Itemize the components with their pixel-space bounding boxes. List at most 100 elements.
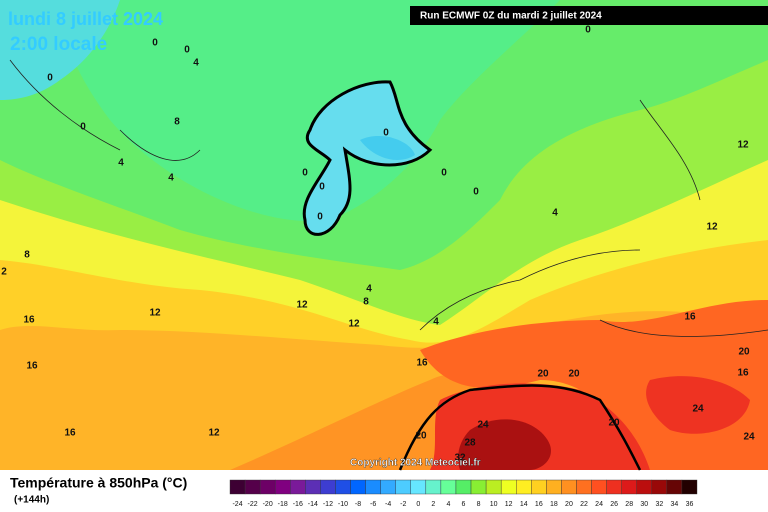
colorbar-swatch (500, 479, 517, 495)
colorbar-swatch (425, 479, 442, 495)
colorbar-label: 14 (520, 501, 528, 508)
colorbar-swatch (410, 479, 427, 495)
colorbar-swatch (681, 479, 698, 495)
contour-label: 0 (80, 122, 86, 133)
contour-label: 2 (1, 267, 7, 278)
colorbar-label: 30 (640, 501, 648, 508)
colorbar-swatch (531, 479, 547, 495)
colorbar-label: 28 (625, 501, 633, 508)
colorbar-swatch (395, 479, 411, 495)
colorbar-label: 20 (565, 501, 573, 508)
colorbar-swatch (666, 479, 683, 495)
colorbar-label: 36 (686, 501, 694, 508)
legend-title: Température à 850hPa (°C) (10, 475, 187, 491)
contour-label: 20 (738, 347, 750, 358)
contour-label: 12 (348, 319, 360, 330)
colorbar-swatch (455, 479, 472, 495)
colorbar-label: 12 (505, 501, 513, 508)
colorbar-label: -18 (278, 501, 288, 508)
contour-label: 4 (366, 284, 372, 295)
colorbar-label: -14 (308, 501, 318, 508)
colorbar-swatch (606, 479, 622, 495)
contour-label: 16 (684, 312, 696, 323)
contour-label: 24 (477, 420, 489, 431)
colorbar-label: -6 (370, 501, 376, 508)
contour-label: 4 (433, 317, 439, 328)
colorbar-label: -10 (338, 501, 348, 508)
contour-label: 8 (363, 297, 369, 308)
contour-label: 0 (473, 187, 479, 198)
run-text: Run ECMWF 0Z du mardi 2 juillet 2024 (420, 11, 602, 22)
colorbar-label: -24 (232, 501, 242, 508)
contour-label: 0 (319, 182, 325, 193)
contour-label: 0 (152, 38, 158, 49)
colorbar-swatch (335, 479, 351, 495)
copyright: Copyright 2024 Meteociel.fr (350, 458, 481, 469)
colorbar-swatch (636, 479, 653, 495)
colorbar-swatch (561, 479, 577, 495)
colorbar-swatch (651, 479, 668, 495)
contour-label: 24 (692, 404, 704, 415)
colorbar-swatch (440, 479, 457, 495)
contour-label: 32 (454, 453, 466, 464)
contour-label: 20 (568, 369, 580, 380)
colorbar-swatch (229, 479, 246, 495)
colorbar-label: 16 (535, 501, 543, 508)
colorbar-label: -4 (385, 501, 391, 508)
contour-label: 0 (47, 73, 53, 84)
colorbar-swatch (470, 479, 487, 495)
contour-label: 0 (585, 25, 591, 36)
contour-label: 12 (149, 308, 161, 319)
colorbar-label: 6 (462, 501, 466, 508)
contour-label: 8 (24, 250, 30, 261)
colorbar-label: 8 (477, 501, 481, 508)
map-field (0, 0, 768, 471)
colorbar-label: -16 (293, 501, 303, 508)
contour-label: 0 (317, 212, 323, 223)
legend-lead: (+144h) (14, 495, 49, 506)
contour-label: 16 (26, 361, 38, 372)
colorbar-label: 0 (416, 501, 420, 508)
contour-label: 16 (64, 428, 76, 439)
contour-label: 4 (552, 208, 558, 219)
colorbar-swatch (546, 479, 562, 495)
contour-label: 20 (537, 369, 549, 380)
contour-label: 28 (464, 438, 476, 449)
colorbar-swatch (244, 479, 261, 495)
contour-label: 0 (441, 168, 447, 179)
colorbar-label: 26 (610, 501, 618, 508)
colorbar-label: 2 (431, 501, 435, 508)
contour-label: 4 (193, 58, 199, 69)
contour-label: 0 (184, 45, 190, 56)
colorbar-label: 22 (580, 501, 588, 508)
colorbar-label: 34 (671, 501, 679, 508)
contour-label: 12 (208, 428, 220, 439)
time-title: 2:00 locale (10, 34, 107, 55)
contour-label: 12 (296, 300, 308, 311)
run-banner (410, 6, 768, 25)
contour-label: 4 (118, 158, 124, 169)
colorbar-label: -8 (355, 501, 361, 508)
colorbar-swatch (350, 479, 366, 495)
contour-label: 16 (23, 315, 35, 326)
contour-label: 0 (383, 128, 389, 139)
colorbar-label: 24 (595, 501, 603, 508)
colorbar-swatch (485, 479, 502, 495)
contour-label: 12 (737, 140, 749, 151)
colorbar-swatch (576, 479, 592, 495)
colorbar-label: -2 (400, 501, 406, 508)
contour-label: 12 (706, 222, 718, 233)
colorbar-label: 10 (490, 501, 498, 508)
colorbar-swatch (274, 479, 291, 495)
colorbar-label: -22 (248, 501, 258, 508)
contour-label: 4 (168, 173, 174, 184)
colorbar-swatch (305, 479, 321, 495)
colorbar-label: -12 (323, 501, 333, 508)
colorbar-label: 32 (655, 501, 663, 508)
contour-label: 8 (174, 117, 180, 128)
contour-label: 16 (737, 368, 749, 379)
colorbar-swatch (591, 479, 607, 495)
